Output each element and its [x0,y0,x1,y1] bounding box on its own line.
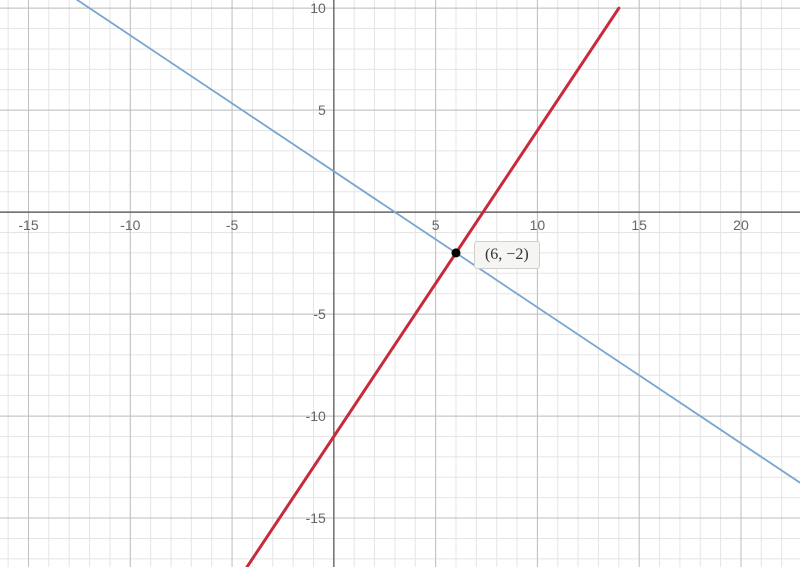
chart-svg: -15 -10 -5 5 10 15 20 -15 -10 -5 5 10 [0,0,800,567]
y-tick-label: 5 [318,102,326,118]
point-label: (6, −2) [474,241,540,269]
y-tick-label: 10 [310,0,326,16]
y-tick-label: -15 [306,510,326,526]
point-label-text: (6, −2) [485,246,529,263]
chart: -15 -10 -5 5 10 15 20 -15 -10 -5 5 10 (6, −2) [0,0,800,567]
intersection-point [451,248,460,257]
x-tick-label: -15 [18,217,38,233]
y-tick-label: -5 [313,306,326,322]
x-tick-label: 20 [733,217,749,233]
x-tick-label: -10 [120,217,140,233]
x-tick-label: 15 [631,217,647,233]
x-tick-label: 10 [530,217,546,233]
x-tick-label: -5 [226,217,239,233]
y-tick-label: -10 [306,408,326,424]
x-tick-label: 5 [432,217,440,233]
